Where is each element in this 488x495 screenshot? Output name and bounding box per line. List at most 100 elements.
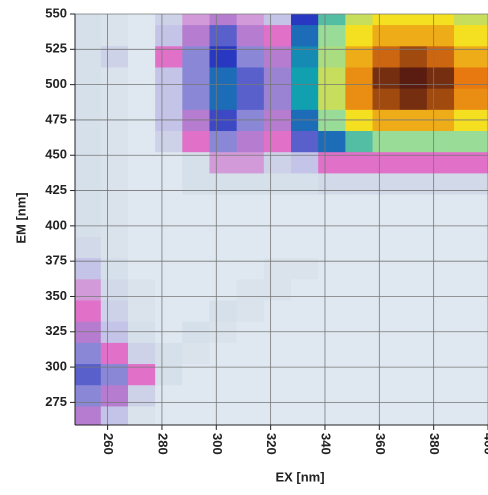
heatmap-cell xyxy=(454,88,488,110)
heatmap-cell xyxy=(373,342,401,364)
heatmap-cell xyxy=(373,25,401,47)
heatmap-cell xyxy=(128,131,156,153)
heatmap-cell xyxy=(101,236,129,258)
heatmap-cell xyxy=(264,279,292,301)
heatmap-cell xyxy=(101,385,129,407)
heatmap-cell xyxy=(318,88,346,110)
heatmap-cell xyxy=(101,194,129,216)
heatmap-cell xyxy=(264,236,292,258)
y-tick-label: 550 xyxy=(45,5,67,20)
heatmap-cell xyxy=(182,14,210,25)
heatmap-cell xyxy=(400,342,428,364)
heatmap-cell xyxy=(237,279,265,301)
heatmap-cell xyxy=(427,342,455,364)
heatmap-cell xyxy=(155,173,183,195)
heatmap-cell xyxy=(128,236,156,258)
heatmap-cell xyxy=(291,67,319,89)
heatmap-cell xyxy=(237,194,265,216)
heatmap-cell xyxy=(291,88,319,110)
heatmap-cell xyxy=(264,385,292,407)
heatmap-cell xyxy=(345,25,373,47)
heatmap-cell xyxy=(318,236,346,258)
heatmap-cell xyxy=(373,173,401,195)
y-tick-label: 300 xyxy=(45,359,67,374)
heatmap-cell xyxy=(209,88,237,110)
x-tick-label: 320 xyxy=(264,433,279,455)
heatmap-cell xyxy=(155,67,183,89)
heatmap-cell xyxy=(400,173,428,195)
heatmap-cell xyxy=(373,67,401,89)
heatmap-cell xyxy=(345,173,373,195)
heatmap-cell xyxy=(291,279,319,301)
y-tick-label: 450 xyxy=(45,147,67,162)
heatmap-cell xyxy=(345,300,373,322)
heatmap-cell xyxy=(128,300,156,322)
heatmap-cell xyxy=(454,385,488,407)
heatmap-cell xyxy=(101,14,129,25)
heatmap-cell xyxy=(291,173,319,195)
heatmap-cell xyxy=(101,279,129,301)
heatmap-cell xyxy=(318,131,346,153)
heatmap-cell xyxy=(237,385,265,407)
heatmap-cell xyxy=(373,194,401,216)
heatmap-cell xyxy=(101,406,129,426)
heatmap-cell xyxy=(454,236,488,258)
heatmap-cell xyxy=(128,173,156,195)
heatmap-cell xyxy=(454,67,488,89)
heatmap-cell xyxy=(400,25,428,47)
heatmap-cell xyxy=(400,88,428,110)
heatmap-cell xyxy=(291,385,319,407)
heatmap-cell xyxy=(454,173,488,195)
heatmap-cell xyxy=(291,300,319,322)
heatmap-cell xyxy=(101,67,129,89)
heatmap-cell xyxy=(454,300,488,322)
heatmap-cell xyxy=(182,173,210,195)
heatmap-cell xyxy=(75,173,101,195)
heatmap-cell xyxy=(318,173,346,195)
heatmap-cell xyxy=(155,342,183,364)
heatmap-cell xyxy=(373,300,401,322)
heatmap-cell xyxy=(318,194,346,216)
heatmap-cell xyxy=(454,25,488,47)
heatmap-cell xyxy=(182,279,210,301)
heatmap-cell xyxy=(400,194,428,216)
y-tick-label: 425 xyxy=(45,182,67,197)
heatmap-cell xyxy=(264,406,292,426)
heatmap-cell xyxy=(155,88,183,110)
heatmap-cell xyxy=(400,300,428,322)
heatmap-cell xyxy=(264,88,292,110)
heatmap-cell xyxy=(75,236,101,258)
y-tick-label: 325 xyxy=(45,323,67,338)
heatmap-cell xyxy=(128,342,156,364)
heatmap-cell xyxy=(291,342,319,364)
heatmap-cell xyxy=(155,236,183,258)
heatmap-cell xyxy=(427,173,455,195)
heatmap-cell xyxy=(182,131,210,153)
heatmap-cell xyxy=(291,25,319,47)
heatmap-cell xyxy=(264,25,292,47)
heatmap-cell xyxy=(318,67,346,89)
heatmap-cell xyxy=(209,14,237,25)
heatmap-cell xyxy=(128,14,156,25)
heatmap-cell xyxy=(237,67,265,89)
heatmap-cell xyxy=(318,342,346,364)
heatmap-cell xyxy=(155,279,183,301)
heatmap-cell xyxy=(345,406,373,426)
heatmap-cell xyxy=(75,88,101,110)
heatmap-cell xyxy=(75,385,101,407)
heatmap-cell xyxy=(345,236,373,258)
heatmap-cell xyxy=(155,385,183,407)
heatmap-cell xyxy=(318,14,346,25)
heatmap-cell xyxy=(291,406,319,426)
heatmap-cell xyxy=(237,131,265,153)
heatmap-cell xyxy=(128,406,156,426)
heatmap-cell xyxy=(75,131,101,153)
heatmap-cell xyxy=(427,236,455,258)
heatmap-cell xyxy=(264,67,292,89)
heatmap-cell xyxy=(237,173,265,195)
x-tick-label: 360 xyxy=(373,433,388,455)
heatmap-cell xyxy=(209,25,237,47)
heatmap-cell xyxy=(427,88,455,110)
heatmap-cell xyxy=(75,25,101,47)
